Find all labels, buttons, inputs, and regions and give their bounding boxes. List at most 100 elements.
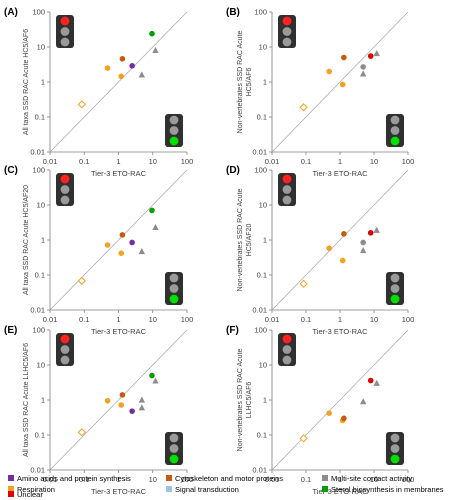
x-tick-label: 0.1 xyxy=(79,315,89,324)
legend-swatch xyxy=(322,475,328,481)
y-tick-label: 0.1 xyxy=(35,113,45,122)
data-point xyxy=(119,232,126,238)
one-to-one-line xyxy=(271,329,409,471)
legend: Amino acids and protein synthesis Cytoske… xyxy=(8,474,444,499)
x-axis-label: Tier-3 ETO-RAC xyxy=(312,327,368,336)
x-tick-label: 1 xyxy=(338,157,342,166)
data-point xyxy=(138,71,146,78)
traffic-light-green-icon-lamp-2 xyxy=(390,284,400,293)
legend-label: Signal transduction xyxy=(175,485,239,494)
data-point xyxy=(359,398,367,405)
y-tick-label: 100 xyxy=(254,326,267,335)
traffic-light-green-icon-lamp-2 xyxy=(390,126,400,135)
data-point xyxy=(299,103,308,112)
traffic-light-green-icon xyxy=(165,114,183,147)
one-to-one-line xyxy=(271,11,409,153)
data-point xyxy=(341,54,347,61)
data-point xyxy=(299,434,308,443)
y-axis-label: All taxa SSD RAC Acute LLHC5/AF6 xyxy=(23,343,30,457)
y-tick-label: 0.01 xyxy=(30,148,45,157)
y-tick-label: 0.01 xyxy=(252,148,267,157)
y-tick-label: 0.01 xyxy=(252,466,267,475)
x-tick-label: 0.1 xyxy=(79,157,89,166)
data-point xyxy=(104,397,111,404)
data-point xyxy=(341,231,347,237)
traffic-light-green-icon xyxy=(386,432,404,465)
x-tick-label: 0.1 xyxy=(301,315,311,324)
data-point xyxy=(373,50,380,57)
traffic-light-red-icon-lamp-3 xyxy=(282,37,292,47)
traffic-light-green-icon-lamp-2 xyxy=(169,126,179,135)
y-tick-label: 10 xyxy=(37,361,45,370)
data-point xyxy=(367,230,374,236)
legend-item: Cytoskeleton and motor proteins xyxy=(166,474,283,483)
traffic-light-green-icon-lamp-2 xyxy=(390,444,400,453)
panel-b: (B) 0.010.01 0.1 0.1 1 1 10 10 100 100 Tier-3 ETO-… xyxy=(226,7,414,178)
data-point xyxy=(299,279,308,288)
y-tick-label: 0.1 xyxy=(35,271,45,280)
x-tick-label: 10 xyxy=(370,475,378,484)
traffic-light-red-icon-lamp-3 xyxy=(282,195,292,205)
panel-label: (B) xyxy=(226,7,240,18)
legend-label: Sterol biosynthesis in membranes xyxy=(331,485,444,494)
traffic-light-red-icon xyxy=(278,15,296,48)
data-point xyxy=(373,226,380,233)
y-tick-label: 1 xyxy=(41,236,45,245)
x-tick-label: 100 xyxy=(402,315,415,324)
x-axis-label: Tier-3 ETO-RAC xyxy=(312,487,368,496)
y-tick-label: 1 xyxy=(41,78,45,87)
legend-swatch xyxy=(166,475,172,481)
data-point xyxy=(359,70,367,77)
one-to-one-line xyxy=(49,329,188,471)
data-point xyxy=(152,377,159,384)
traffic-light-green-icon-lamp-3 xyxy=(169,454,179,464)
panel-a: (A) 0.010.01 0.1 0.1 1 1 10 10 100 100 Tier-3 ETO-… xyxy=(4,7,193,178)
data-point xyxy=(326,245,332,252)
legend-swatch xyxy=(166,486,172,492)
legend-label: Amino acids and protein synthesis xyxy=(17,474,131,483)
y-axis-label: Non-vertebrates SSD RAC Acute LLHC5/AF6 xyxy=(237,349,253,452)
x-tick-label: 100 xyxy=(181,475,194,484)
x-tick-label: 0.1 xyxy=(301,475,311,484)
data-point xyxy=(119,392,126,398)
y-tick-label: 0.01 xyxy=(30,306,45,315)
data-point xyxy=(149,372,155,379)
legend-swatch xyxy=(8,475,14,481)
data-point xyxy=(360,239,366,246)
data-point xyxy=(339,81,346,88)
data-point xyxy=(152,46,159,53)
y-tick-label: 1 xyxy=(263,78,267,87)
one-to-one-line xyxy=(49,169,188,311)
x-axis-label: Tier-3 ETO-RAC xyxy=(91,487,147,496)
traffic-light-green-icon-lamp-1 xyxy=(390,273,400,283)
panel-e: (E) 0.010.01 0.1 0.1 1 1 10 10 100 100 Tier-3 ETO-… xyxy=(4,325,193,496)
y-axis-label: Non-vertebrates SSD RAC Acute HC5/AF20 xyxy=(237,189,253,292)
x-axis-label: Tier-3 ETO-RAC xyxy=(91,169,147,178)
legend-item: Unclear xyxy=(8,490,43,499)
x-tick-label: 1 xyxy=(338,315,342,324)
y-tick-label: 1 xyxy=(41,396,45,405)
panel-label: (D) xyxy=(226,165,240,176)
traffic-light-green-icon-lamp-1 xyxy=(390,433,400,443)
traffic-light-red-icon xyxy=(56,15,74,48)
y-tick-label: 0.01 xyxy=(30,466,45,475)
panel-d: (D) 0.010.01 0.1 0.1 1 1 10 10 100 100 Tier-3 ETO-… xyxy=(226,165,414,336)
data-point xyxy=(360,64,366,70)
panel-f: (F) 0.010.01 0.1 0.1 1 1 10 10 100 100 Tier-3 ETO-… xyxy=(226,325,414,496)
y-tick-label: 1 xyxy=(263,396,267,405)
traffic-light-green-icon xyxy=(386,272,404,305)
traffic-light-green-icon-lamp-2 xyxy=(169,444,179,453)
traffic-light-green-icon-lamp-3 xyxy=(169,136,179,146)
data-point xyxy=(367,377,374,384)
traffic-light-red-icon-lamp-1 xyxy=(282,174,292,184)
data-point xyxy=(326,68,332,75)
data-point xyxy=(104,242,111,248)
traffic-light-red-icon-lamp-3 xyxy=(282,355,292,365)
traffic-light-red-icon xyxy=(278,173,296,206)
data-point xyxy=(118,73,125,80)
y-tick-label: 0.01 xyxy=(252,306,267,315)
legend-label: Respiration xyxy=(17,485,55,494)
traffic-light-green-icon xyxy=(386,114,404,147)
traffic-light-red-icon-lamp-2 xyxy=(60,27,70,36)
